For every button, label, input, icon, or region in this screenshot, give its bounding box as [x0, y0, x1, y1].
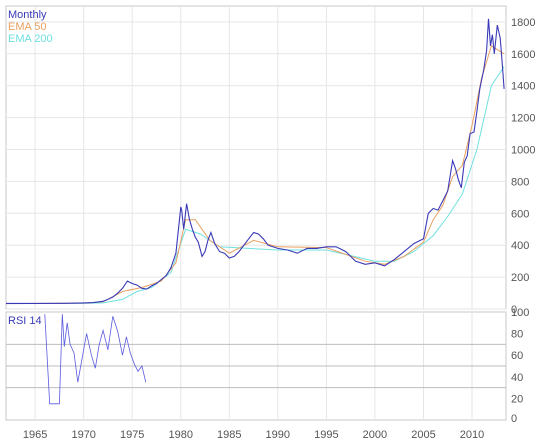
x-tick-label: 2010	[460, 429, 484, 440]
x-tick-label: 1970	[71, 429, 95, 440]
x-tick-label: 1965	[23, 429, 47, 440]
series-line-ema-50	[5, 45, 505, 305]
price-grid-horizontal	[6, 21, 506, 310]
x-tick-label: 1995	[314, 429, 338, 440]
legend-rsi-14: RSI 14	[8, 315, 42, 327]
series-line-rsi-14	[44, 314, 147, 405]
x-tick-label: 2005	[411, 429, 435, 440]
rsi-y-tick-label: 20	[511, 393, 523, 405]
series-line-ema-200	[5, 66, 505, 305]
price-y-tick-label: 1200	[511, 113, 535, 125]
x-tick-label: 1975	[120, 429, 144, 440]
x-tick-label: 1990	[266, 429, 290, 440]
x-tick-label: 2000	[363, 429, 387, 440]
rsi-panel: 0 20 40 60 80 100 RSI 14	[5, 307, 529, 425]
price-y-tick-label: 1400	[511, 81, 535, 93]
legend-monthly: Monthly	[8, 9, 47, 21]
rsi-y-tick-label: 0	[511, 413, 517, 425]
legend-ema-50: EMA 50	[8, 21, 47, 33]
price-y-tick-label: 1000	[511, 145, 535, 157]
price-y-tick-label: 1600	[511, 49, 535, 61]
price-plot-area	[5, 5, 507, 310]
price-y-tick-label: 800	[511, 176, 529, 188]
rsi-y-tick-label: 40	[511, 372, 523, 384]
price-y-tick-label: 1800	[511, 17, 535, 29]
rsi-y-tick-label: 60	[511, 350, 523, 362]
rsi-y-tick-label: 100	[511, 307, 529, 319]
price-y-tick-label: 200	[511, 272, 529, 284]
rsi-series-group	[44, 314, 147, 405]
price-y-tick-label: 600	[511, 208, 529, 220]
price-y-tick-label: 0	[511, 304, 517, 316]
price-y-tick-labels: 0 200 400 600 800 1000 1200 1400 1600 1800	[511, 17, 535, 316]
price-panel: 0 200 400 600 800 1000 1200 1400 1600 1800 Monthl…	[5, 5, 535, 316]
legend-ema-200: EMA 200	[8, 33, 53, 45]
rsi-y-tick-label: 80	[511, 329, 523, 341]
price-y-tick-label: 400	[511, 240, 529, 252]
price-series-group	[5, 18, 505, 305]
price-legend: Monthly EMA 50 EMA 200	[8, 9, 53, 45]
x-tick-label: 1980	[169, 429, 193, 440]
x-tick-labels: 1965 1970 1975 1980 1985 1990 1995 2000 2005 2010	[23, 429, 484, 440]
series-line-monthly	[6, 18, 505, 304]
rsi-y-tick-labels: 0 20 40 60 80 100	[511, 307, 529, 425]
x-tick-label: 1985	[217, 429, 241, 440]
price-grid-vertical	[34, 6, 473, 309]
